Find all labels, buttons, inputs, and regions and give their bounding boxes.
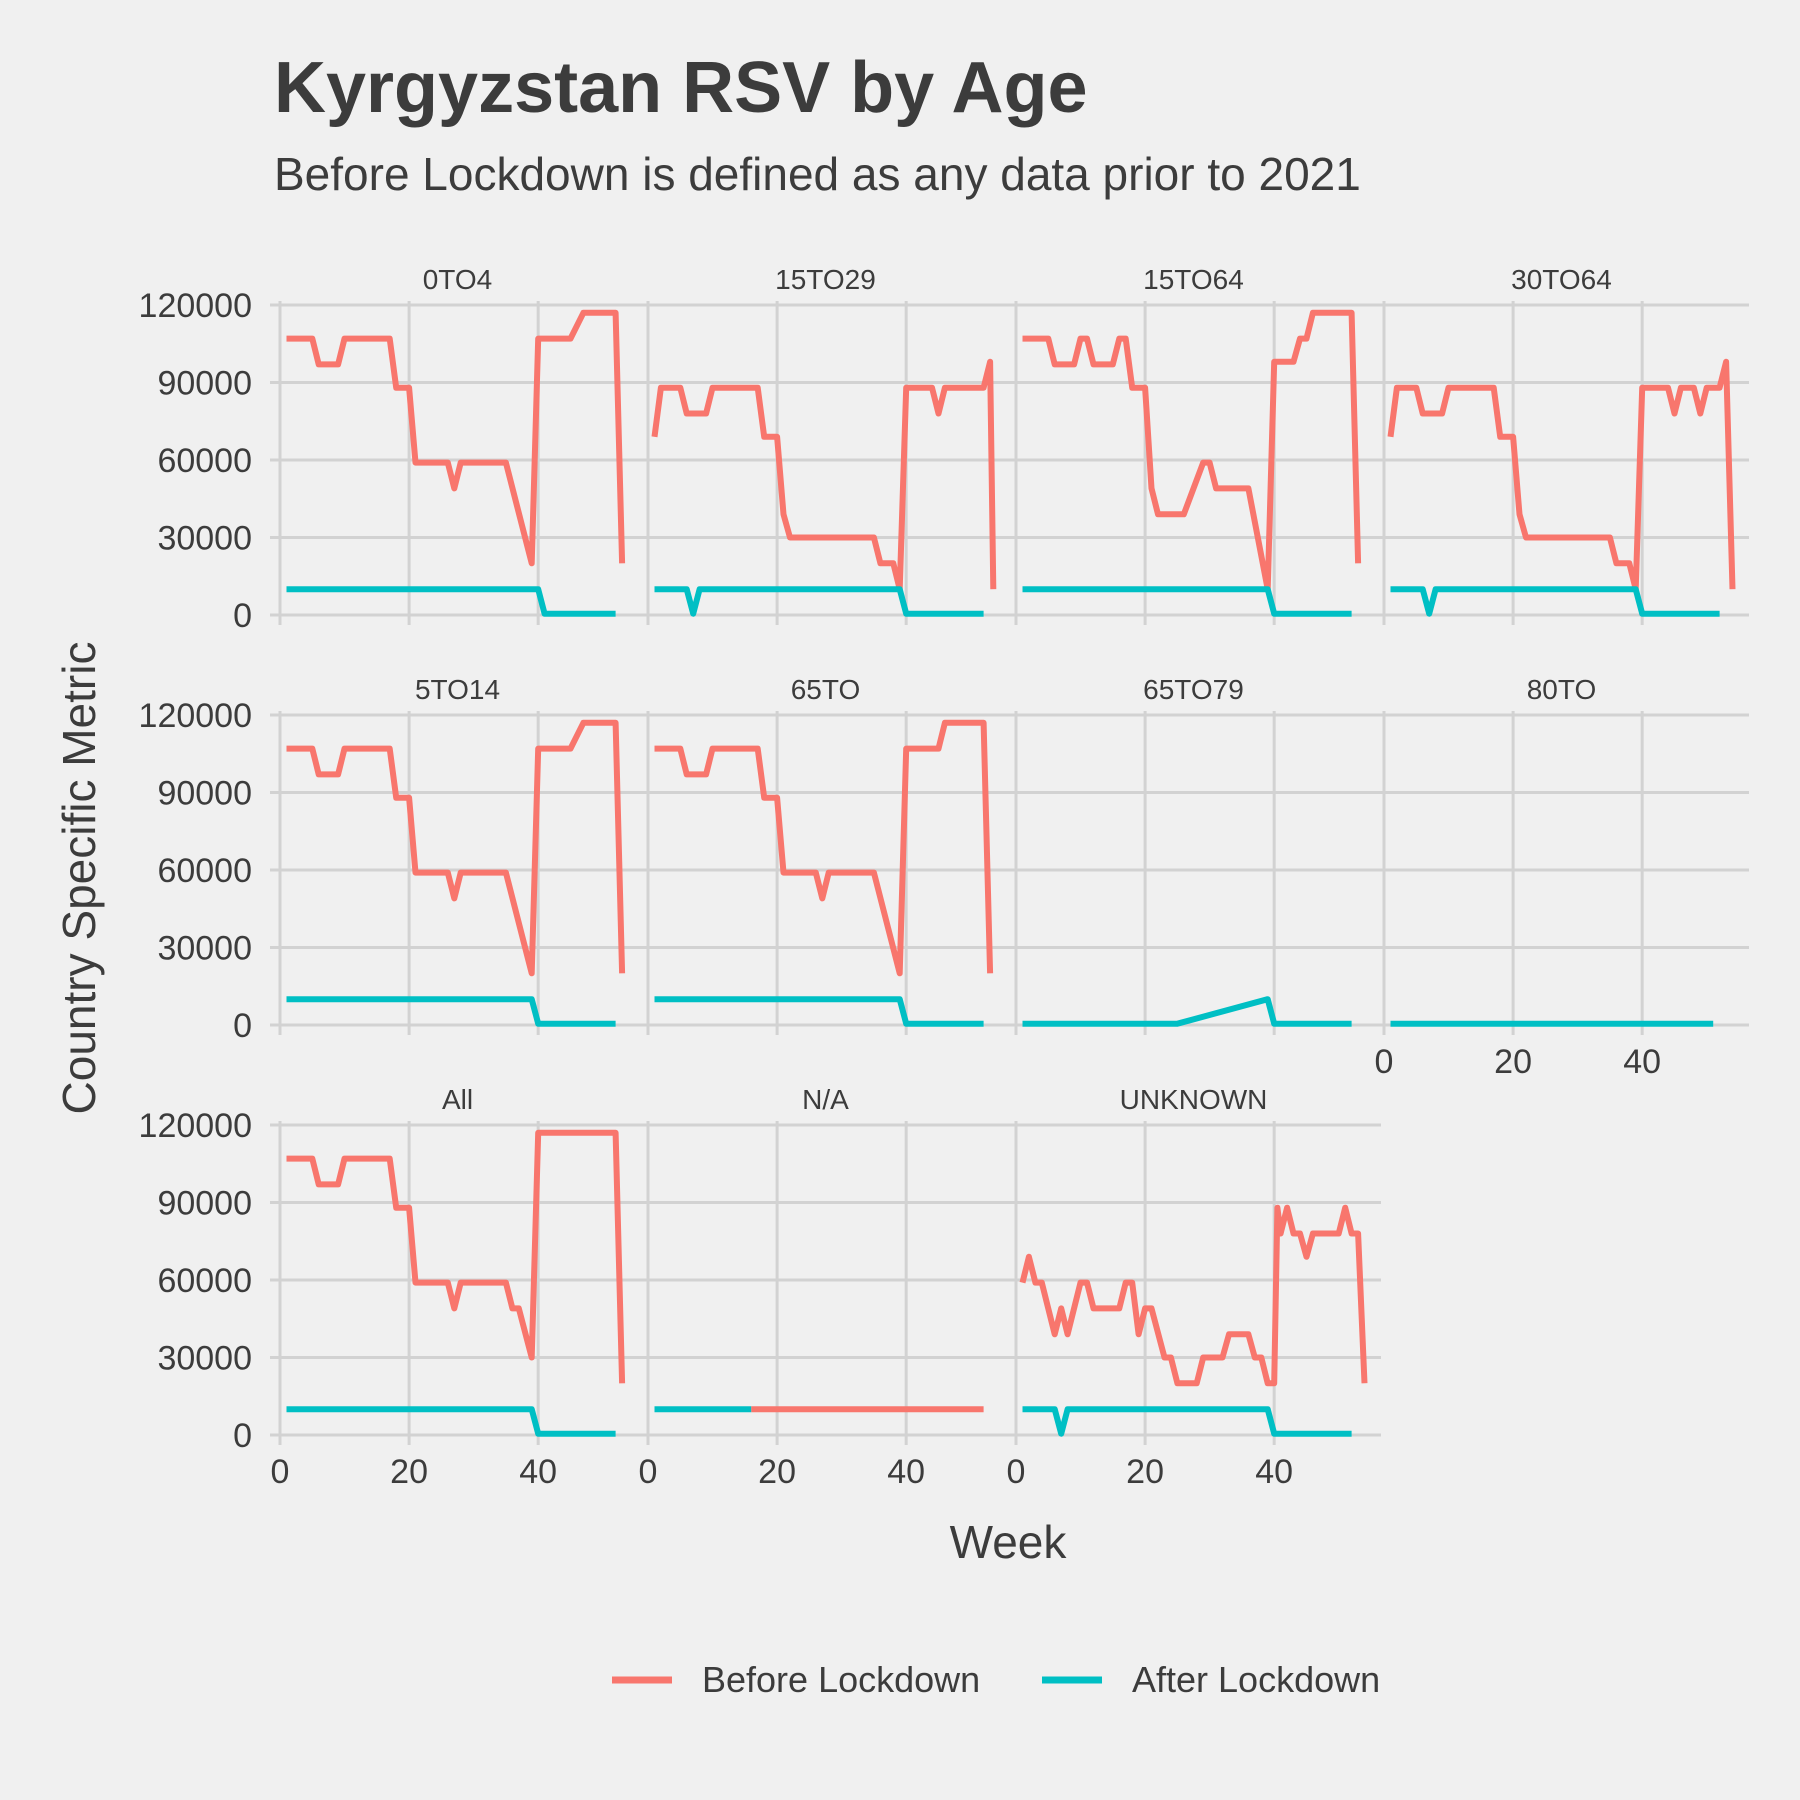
x-tick-label: 0 <box>1375 1043 1394 1081</box>
series-line <box>1022 1406 1352 1437</box>
y-tick-label: 0 <box>233 1007 252 1045</box>
series-line <box>286 996 616 1027</box>
chart-title: Kyrgyzstan RSV by Age <box>274 48 1088 128</box>
y-tick-label: 120000 <box>139 697 252 735</box>
facet-label: 65TO <box>791 674 861 705</box>
facet-panel: 30TO64 <box>1374 264 1749 625</box>
series-line <box>286 719 626 977</box>
series-line <box>654 586 984 617</box>
facet-panel: N/A 0 20 40 <box>638 1084 1013 1491</box>
series-line <box>651 358 997 593</box>
legend: Before Lockdown After Lockdown <box>612 1659 1380 1700</box>
series-line <box>286 1129 626 1384</box>
series-line <box>654 996 984 1027</box>
y-tick-label: 60000 <box>157 442 252 480</box>
series-line <box>286 1406 616 1437</box>
facet-panel: 65TO <box>638 674 1013 1035</box>
y-tick-label: 90000 <box>157 775 252 813</box>
facet-panel: 65TO79 <box>1006 674 1381 1035</box>
facet-panel: UNKNOWN 0 20 40 <box>1006 1084 1381 1491</box>
facet-label: 15TO29 <box>775 264 876 295</box>
y-tick-label: 60000 <box>157 1262 252 1300</box>
y-tick-label: 30000 <box>157 520 252 558</box>
x-tick-label: 0 <box>271 1453 290 1491</box>
facet-panel: 0TO4 0 30000 60000 90000 120000 <box>139 264 645 635</box>
x-tick-label: 20 <box>1126 1453 1164 1491</box>
x-tick-label: 0 <box>639 1453 658 1491</box>
facet-panels: 0TO4 0 30000 60000 90000 120000 15TO29 15TO64 30… <box>139 264 1749 1491</box>
legend-label: After Lockdown <box>1132 1659 1380 1700</box>
x-tick-label: 20 <box>1494 1043 1532 1081</box>
legend-item: After Lockdown <box>1042 1659 1380 1700</box>
facet-label: UNKNOWN <box>1120 1084 1268 1115</box>
facet-label: 15TO64 <box>1143 264 1244 295</box>
x-axis-title: Week <box>950 1516 1068 1568</box>
series-line <box>1022 996 1352 1027</box>
y-tick-label: 30000 <box>157 1340 252 1378</box>
facet-panel: All 0 30000 60000 90000 120000 0 20 40 <box>139 1084 645 1491</box>
y-axis-title: Country Specific Metric <box>53 642 105 1115</box>
x-tick-label: 20 <box>758 1453 796 1491</box>
y-tick-label: 30000 <box>157 930 252 968</box>
legend-item: Before Lockdown <box>612 1659 980 1700</box>
facet-label: 5TO14 <box>415 674 500 705</box>
series-line <box>1390 586 1720 617</box>
facet-panel: 5TO14 0 30000 60000 90000 120000 <box>139 674 645 1045</box>
y-tick-label: 90000 <box>157 1185 252 1223</box>
y-tick-label: 120000 <box>139 1107 252 1145</box>
x-tick-label: 40 <box>1623 1043 1661 1081</box>
y-tick-label: 0 <box>233 597 252 635</box>
chart-subtitle: Before Lockdown is defined as any data p… <box>274 148 1361 200</box>
series-line <box>1022 586 1352 617</box>
series-line <box>286 309 626 567</box>
x-tick-label: 40 <box>519 1453 557 1491</box>
facet-label: N/A <box>802 1084 849 1115</box>
legend-label: Before Lockdown <box>702 1659 980 1700</box>
series-line <box>1022 309 1362 593</box>
series-line <box>286 586 616 617</box>
series-line <box>654 719 994 977</box>
x-tick-label: 20 <box>390 1453 428 1491</box>
facet-panel: 15TO64 <box>1006 264 1381 625</box>
y-tick-label: 90000 <box>157 365 252 403</box>
facet-label: 0TO4 <box>423 264 493 295</box>
facet-panel: 80TO 0 20 40 <box>1374 674 1749 1081</box>
facet-label: All <box>442 1084 473 1115</box>
y-tick-label: 60000 <box>157 852 252 890</box>
y-tick-label: 120000 <box>139 287 252 325</box>
facet-label: 80TO <box>1527 674 1597 705</box>
x-tick-label: 40 <box>887 1453 925 1491</box>
series-line <box>1019 1204 1368 1387</box>
facet-label: 30TO64 <box>1511 264 1612 295</box>
facet-label: 65TO79 <box>1143 674 1244 705</box>
x-tick-label: 40 <box>1255 1453 1293 1491</box>
y-tick-label: 0 <box>233 1417 252 1455</box>
series-line <box>1387 358 1736 593</box>
facet-panel: 15TO29 <box>638 264 1013 625</box>
x-tick-label: 0 <box>1007 1453 1026 1491</box>
